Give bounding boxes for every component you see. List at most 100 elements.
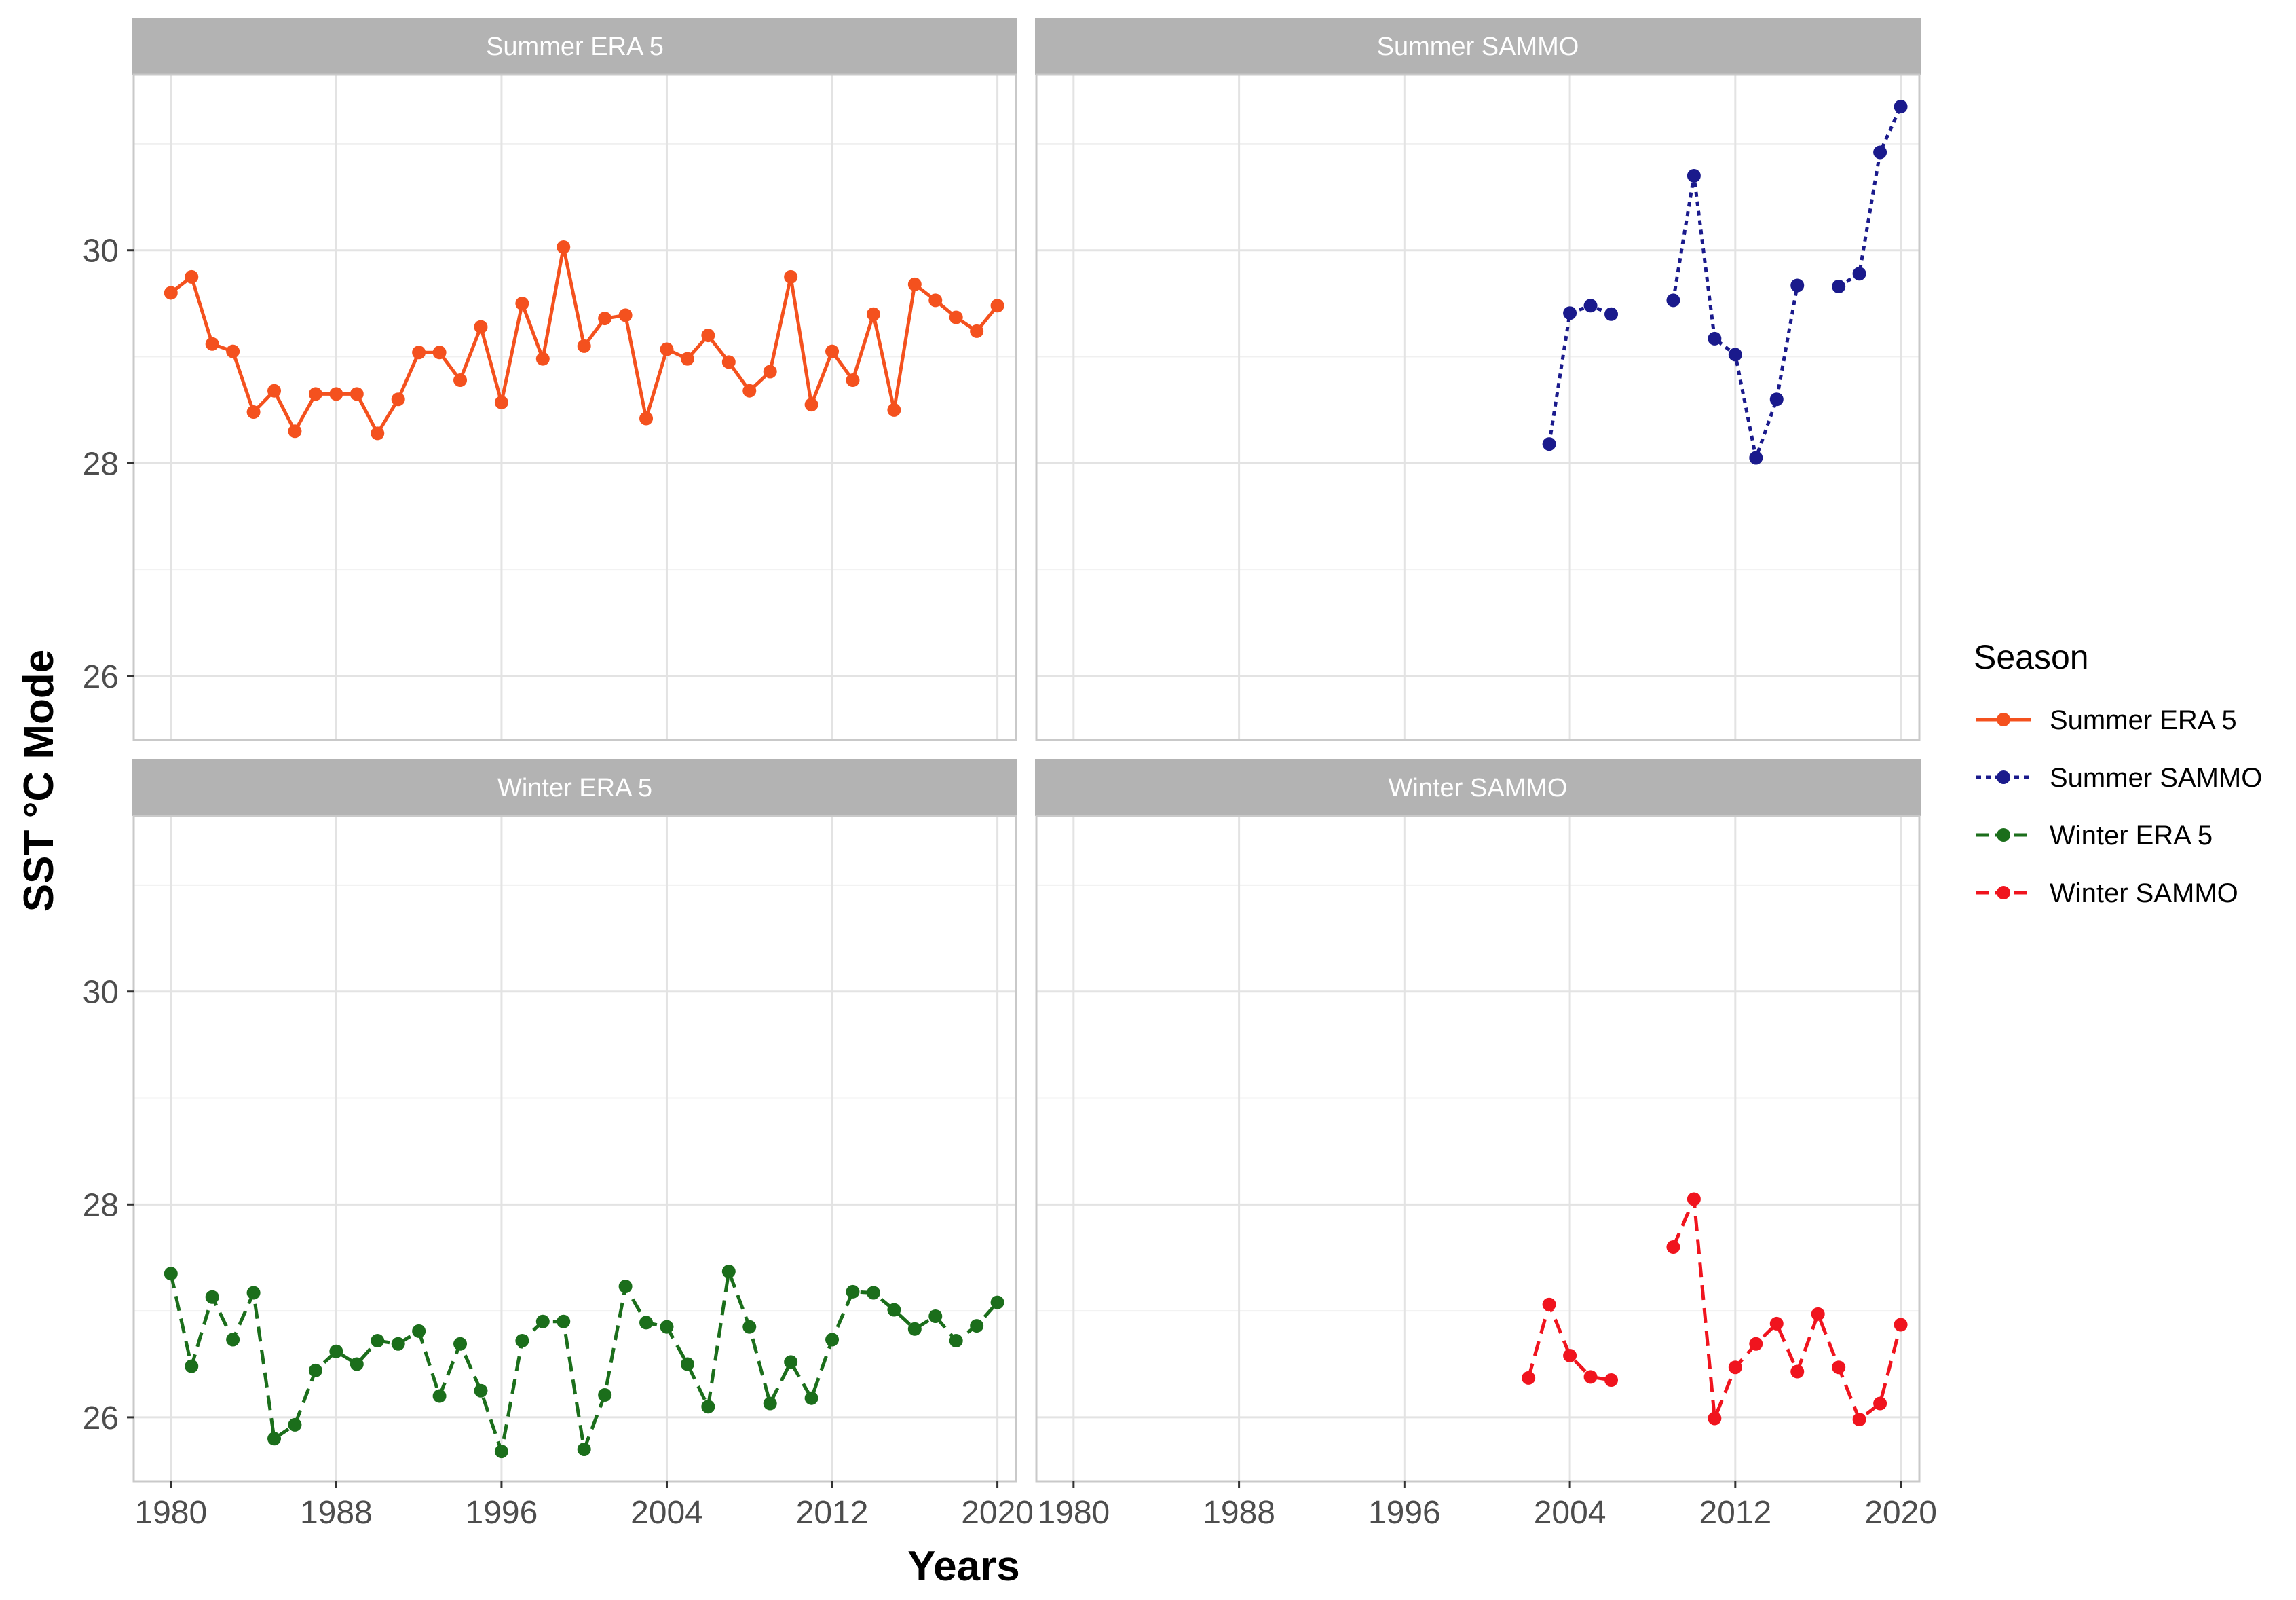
data-point xyxy=(804,398,818,412)
x-tick-label: 1980 xyxy=(1037,1495,1110,1531)
legend-title: Season xyxy=(1974,638,2089,676)
data-point xyxy=(185,1359,199,1373)
data-point xyxy=(1790,278,1805,293)
panel-background xyxy=(1036,75,1919,740)
data-point xyxy=(887,403,901,417)
series-line xyxy=(1547,303,1612,445)
legend-point-key xyxy=(1997,886,2010,899)
data-point xyxy=(557,1314,571,1328)
legend-label: Summer ERA 5 xyxy=(2050,705,2237,735)
data-point xyxy=(907,277,922,291)
panel-title: Winter SAMMO xyxy=(1389,774,1568,802)
data-point xyxy=(721,1265,736,1279)
data-point xyxy=(846,1284,860,1299)
data-point xyxy=(1604,307,1619,321)
data-point xyxy=(721,355,736,369)
data-point xyxy=(185,269,199,284)
data-point xyxy=(515,297,529,311)
y-tick-label: 30 xyxy=(83,234,119,269)
data-point xyxy=(1873,145,1887,160)
data-point xyxy=(618,1280,633,1294)
data-point xyxy=(308,1363,322,1377)
data-point xyxy=(846,373,860,388)
data-point xyxy=(577,339,591,353)
data-point xyxy=(577,1442,591,1456)
panel-strip xyxy=(1035,759,1921,816)
data-point xyxy=(432,1389,447,1403)
data-point xyxy=(866,307,880,321)
data-point xyxy=(557,240,571,255)
legend-point-key xyxy=(1997,713,2010,726)
series-line xyxy=(1672,1198,1903,1423)
data-point xyxy=(680,1357,694,1371)
panel-title: Summer SAMMO xyxy=(1377,33,1579,61)
data-point xyxy=(535,1314,550,1328)
data-point xyxy=(928,1309,943,1323)
data-point xyxy=(1563,1348,1577,1362)
data-point xyxy=(205,1290,219,1304)
data-point xyxy=(1749,1337,1763,1351)
legend-item: Winter SAMMO xyxy=(1976,878,2238,908)
data-point xyxy=(1894,100,1908,114)
data-point xyxy=(308,387,322,401)
panel: Winter SAMMO 1980 1988 1996 2004 2012 2020 xyxy=(1035,759,1937,1531)
panel-background xyxy=(134,816,1016,1481)
data-point xyxy=(701,329,715,343)
data-point xyxy=(1542,437,1556,451)
panel-border xyxy=(132,815,1017,1483)
data-point xyxy=(329,1344,343,1358)
data-point xyxy=(1563,306,1577,320)
data-point xyxy=(412,346,426,360)
data-point xyxy=(1583,1370,1598,1384)
data-point xyxy=(391,392,405,407)
x-tick-label: 1996 xyxy=(466,1495,538,1531)
data-point xyxy=(350,387,364,401)
panel: Summer ERA 5 26 28 30 xyxy=(83,18,1017,741)
y-tick-label: 30 xyxy=(83,975,119,1011)
data-point xyxy=(474,1383,488,1398)
data-point xyxy=(371,1334,385,1348)
panel-strip xyxy=(132,18,1017,75)
legend-point-key xyxy=(1997,770,2010,784)
data-point xyxy=(432,346,447,360)
data-point xyxy=(453,373,468,388)
data-point xyxy=(1728,1360,1742,1375)
x-tick-label: 1980 xyxy=(134,1495,207,1531)
data-point xyxy=(288,1417,302,1432)
data-point xyxy=(1666,293,1680,308)
panel-border xyxy=(1035,815,1921,1483)
data-point xyxy=(1852,267,1866,281)
data-point xyxy=(246,405,261,420)
data-point xyxy=(804,1391,818,1405)
data-point xyxy=(1852,1413,1866,1427)
x-tick-label: 2020 xyxy=(1864,1495,1937,1531)
data-point xyxy=(288,424,302,439)
data-point xyxy=(1542,1297,1556,1311)
data-point xyxy=(205,337,219,351)
data-point xyxy=(1604,1373,1619,1388)
data-point xyxy=(763,1396,777,1411)
panel: Summer SAMMO xyxy=(1035,18,1921,741)
legend-point-key xyxy=(1997,828,2010,842)
data-point xyxy=(1708,1411,1722,1426)
legend-item: Summer ERA 5 xyxy=(1976,705,2237,735)
data-point xyxy=(329,387,343,401)
data-point xyxy=(970,1319,984,1333)
x-tick-label: 2004 xyxy=(631,1495,703,1531)
data-point xyxy=(928,293,943,308)
legend-label: Winter SAMMO xyxy=(2050,878,2238,908)
data-point xyxy=(598,1388,612,1402)
panel-strip xyxy=(132,759,1017,816)
data-point xyxy=(350,1357,364,1371)
data-point xyxy=(618,308,633,322)
data-point xyxy=(1749,451,1763,465)
chart-panels: Summer ERA 5 26 28 30 Summer SAMMO Winter ERA… xyxy=(83,18,1937,1531)
x-axis-title: Years xyxy=(907,1543,1020,1590)
data-point xyxy=(598,312,612,326)
legend-item: Winter ERA 5 xyxy=(1976,821,2213,851)
panel-background xyxy=(1036,816,1919,1481)
data-point xyxy=(1790,1364,1805,1379)
data-point xyxy=(825,344,840,358)
data-point xyxy=(1811,1307,1825,1321)
